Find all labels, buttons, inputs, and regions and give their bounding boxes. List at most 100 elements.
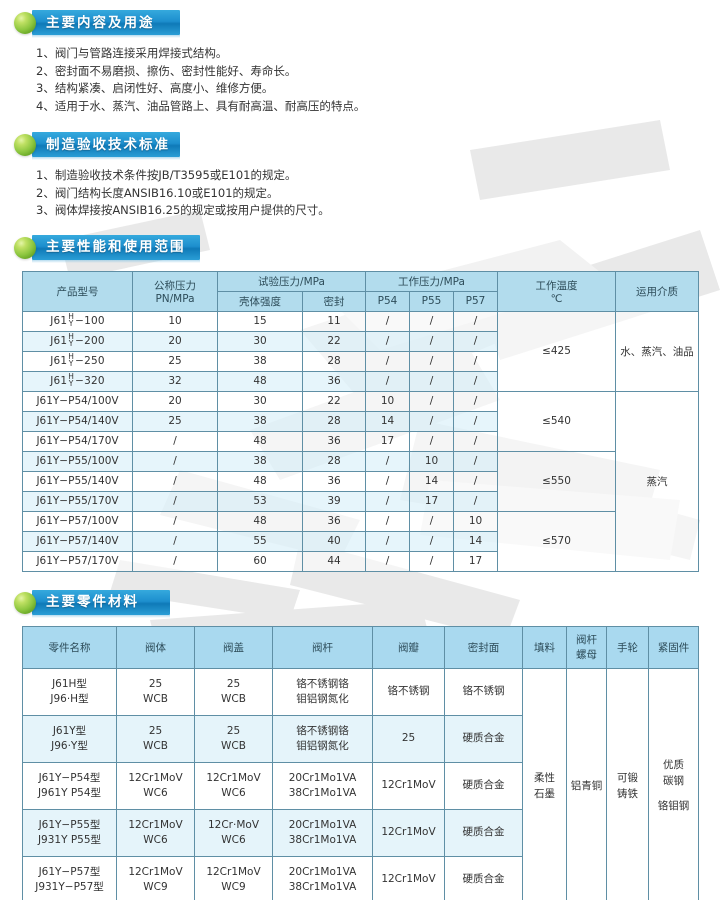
section-materials: 主要零件材料 零件名称 阀体 阀盖 阀杆 阀瓣 密封面 [0,572,720,900]
cell-disc: 12Cr1MoV [372,808,445,857]
cell-pn: / [132,530,218,552]
cell-bonnet: 25 WCB [194,714,273,763]
cell-stem: 20Cr1Mo1VA 38Cr1Mo1VA [272,761,373,810]
cell-pn: / [132,470,218,492]
cell-stem: 铬不锈钢铬 钼铝钢氮化 [272,667,373,716]
cell-medium: 水、蒸汽、油品 [615,310,699,392]
col-p57: P57 [453,290,498,312]
cell-pn: 10 [132,310,218,332]
cell-pn: / [132,550,218,572]
cell-pn: / [132,430,218,452]
bullet-list: 1、制造验收技术条件按JB/T3595或E101的规定。 2、阀门结构长度ANS… [36,167,720,220]
col-nominal-pressure-l2: PN/MPa [155,292,195,305]
cell-sealing-face: 硬质合金 [444,761,523,810]
section-title: 主要零件材料 [46,594,139,610]
cell-pn: / [132,510,218,532]
performance-table-body: J61 H Y −100 10 15 11// / ≤425 水、蒸汽、油品 J61 H Y −200 20… [22,310,699,572]
list-item: 1、阀门与管路连接采用焊接式结构。 [36,46,228,60]
list-item: 3、阀体焊接按ANSIB16.25的规定或按用户提供的尺寸。 [36,203,330,217]
section-banner: 主要零件材料 [14,589,720,618]
materials-table-body: J61H型 J96·H型 25 WCB 25 WCB 铬不锈钢铬 钼铝钢氮化 铬不锈钢 铬不锈钢柔… [22,667,699,900]
cell-shell: 60 [217,550,303,572]
cell-p57: 14 [453,530,498,552]
list-item: 2、密封面不易磨损、擦伤、密封性能好、寿命长。 [36,63,297,78]
cell-seal: 28 [302,410,366,432]
cell-packing: 柔性 石墨 [522,667,567,900]
cell-working-temp: ≤540 [497,390,616,452]
cell-p54: 14 [365,410,410,432]
cell-working-temp: ≤550 [497,450,616,512]
cell-p55: / [409,330,454,352]
cell-p57: / [453,430,498,452]
cell-bonnet: 12Cr1MoV WC9 [194,855,273,900]
cell-medium: 蒸汽 [615,390,699,572]
col-stem: 阀杆 [272,625,373,669]
cell-disc: 25 [372,714,445,763]
col-working-temp-l1: 工作温度 [535,279,578,292]
section-title: 主要性能和使用范围 [46,239,186,255]
materials-table-wrap: 零件名称 阀体 阀盖 阀杆 阀瓣 密封面 填料 阀杆 螺母 手轮 紧固件 [22,625,720,900]
banner-bar [32,10,180,38]
table-row: J61Y−P57/100V/48 36//10 ≤570 [22,510,699,572]
cell-p55: / [409,310,454,332]
cell-seal: 28 [302,450,366,472]
cell-body: 12Cr1MoV WC9 [116,855,195,900]
bullet-sphere-icon [14,12,36,34]
col-disc: 阀瓣 [372,625,445,669]
cell-p54: / [365,490,410,512]
cell-model: J61Y−P57/170V [22,550,133,572]
cell-p57: / [453,390,498,412]
cell-p57: / [453,470,498,492]
section-banner: 制造验收技术标准 [14,132,720,160]
col-bonnet: 阀盖 [194,625,273,669]
cell-sealing-face: 硬质合金 [444,808,523,857]
col-working-temp-l2: ℃ [550,292,563,305]
cell-p54: / [365,510,410,532]
col-p54: P54 [365,290,410,312]
cell-shell: 53 [217,490,303,512]
cell-seal: 28 [302,350,366,372]
cell-p57: / [453,450,498,472]
col-packing: 填料 [522,625,567,669]
table-row: J61Y型 J96·Y型 25 WCB 25 WCB 铬不锈钢铬 钼铝钢氮化 25 硬质合金 [22,714,699,763]
cell-p55: / [409,550,454,572]
col-test-pressure: 试验压力/MPa [217,270,366,292]
cell-bonnet: 12Cr·MoV WC6 [194,808,273,857]
cell-seal: 40 [302,530,366,552]
cell-working-temp: ≤425 [497,310,616,392]
cell-p57: / [453,410,498,432]
table-row: J61Y−P54型 J961Y P54型 12Cr1MoV WC6 12Cr1MoV WC… [22,761,699,810]
cell-sealing-face: 硬质合金 [444,855,523,900]
cell-body: 12Cr1MoV WC6 [116,808,195,857]
banner-bar [32,132,180,160]
bullet-sphere-icon [14,134,36,156]
col-nominal-pressure-l1: 公称压力 [154,279,196,292]
cell-part-name: J61Y−P57型 J931Y−P57型 [22,855,117,900]
col-working-pressure: 工作压力/MPa [365,270,498,292]
section-standards: 制造验收技术标准 1、制造验收技术条件按JB/T3595或E101的规定。 2、… [0,115,720,220]
list-item: 3、结构紧凑、启闭性好、高度小、维修方便。 [36,81,274,95]
section-performance: 主要性能和使用范围 产品型号 公称压力 PN/MPa [0,220,720,572]
cell-p54: / [365,550,410,572]
table-row: J61Y−P55型 J931Y P55型 12Cr1MoV WC6 12Cr·MoV WC… [22,808,699,857]
table-header-row: 产品型号 公称压力 PN/MPa 试验压力/MPa 工作压力/MPa 工作温度 … [22,270,699,312]
cell-body: 25 WCB [116,714,195,763]
cell-stem: 铬不锈钢铬 钼铝钢氮化 [272,714,373,763]
cell-model: J61Y−P57/100V [22,510,133,532]
cell-fasteners: 优质 碳钢 铬钼钢 [648,667,699,900]
cell-pn: 32 [132,370,218,392]
table-row: J61Y−P57型 J931Y−P57型 12Cr1MoV WC9 12Cr1MoV WC… [22,855,699,900]
cell-p54: 17 [365,430,410,452]
cell-body: 12Cr1MoV WC6 [116,761,195,810]
section-main-content: 主要内容及用途 1、阀门与管路连接采用焊接式结构。 2、密封面不易磨损、擦伤、密… [0,0,720,115]
cell-disc: 12Cr1MoV [372,761,445,810]
cell-stem: 20Cr1Mo1VA 38Cr1Mo1VA [272,855,373,900]
col-stem-nut: 阀杆 螺母 [566,625,607,669]
col-stem-nut-l1: 阀杆 [576,634,597,646]
cell-p54: 10 [365,390,410,412]
cell-shell: 48 [217,430,303,452]
cell-p55: 10 [409,450,454,472]
cell-p57: / [453,490,498,512]
performance-table: 产品型号 公称压力 PN/MPa 试验压力/MPa 工作压力/MPa 工作温度 … [22,270,699,572]
cell-shell: 48 [217,510,303,532]
